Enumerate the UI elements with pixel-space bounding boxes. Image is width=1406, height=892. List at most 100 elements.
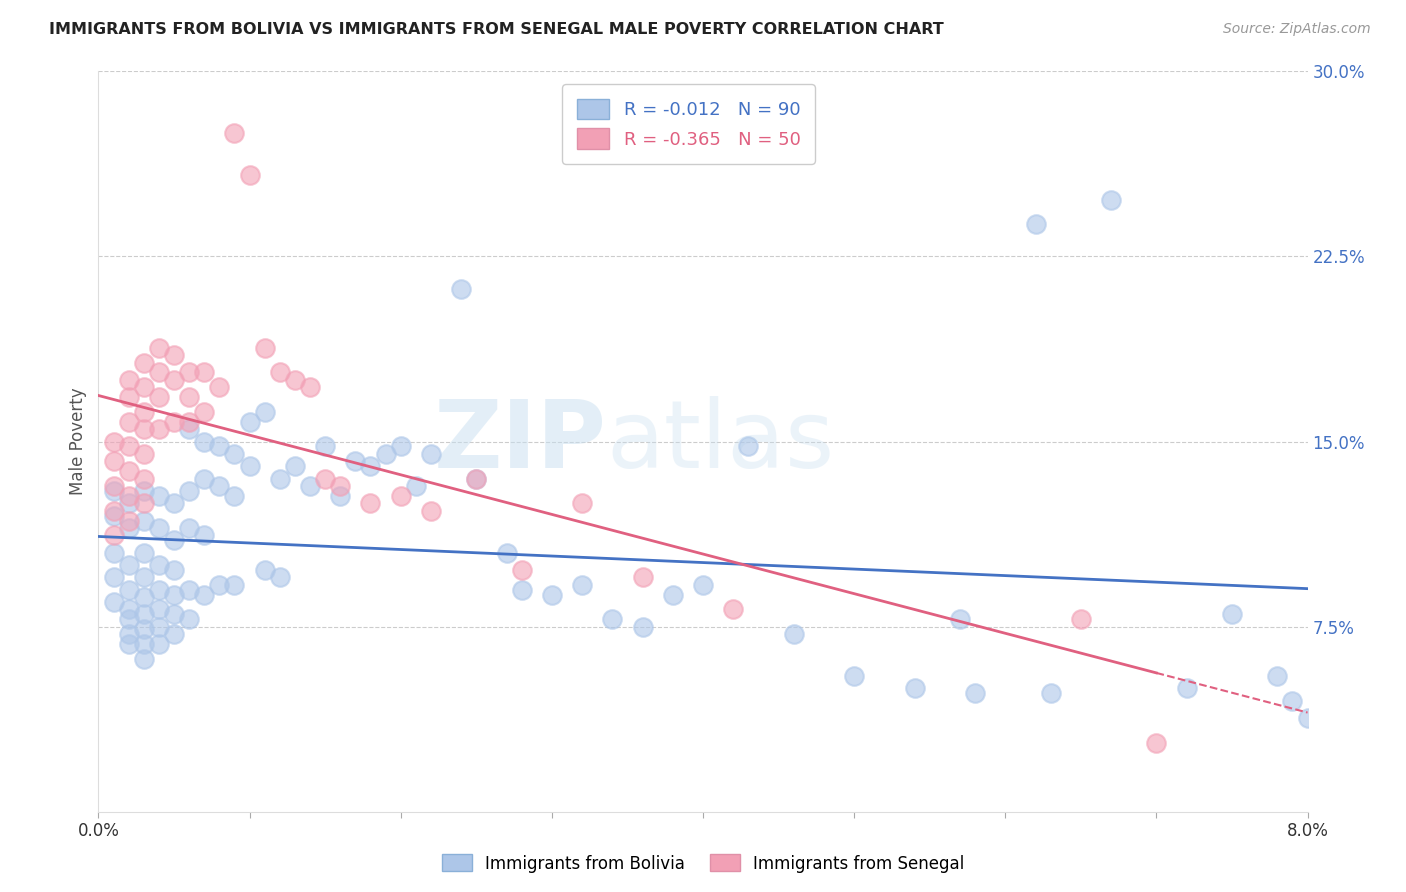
Point xyxy=(904,681,927,696)
Point xyxy=(405,479,427,493)
Point xyxy=(360,496,382,510)
Point xyxy=(118,612,141,626)
Point xyxy=(179,415,201,429)
Point xyxy=(965,686,987,700)
Point xyxy=(420,503,443,517)
Point xyxy=(148,366,170,380)
Point xyxy=(148,341,170,355)
Point xyxy=(844,669,866,683)
Point xyxy=(374,447,396,461)
Point xyxy=(103,508,125,523)
Point xyxy=(1281,694,1303,708)
Point xyxy=(118,373,141,387)
Point xyxy=(465,471,488,485)
Point xyxy=(299,380,322,394)
Point xyxy=(118,637,141,651)
Point xyxy=(118,521,141,535)
Point xyxy=(103,546,125,560)
Point xyxy=(193,528,215,542)
Point xyxy=(103,570,125,584)
Point xyxy=(118,558,141,572)
Point xyxy=(1296,711,1319,725)
Point xyxy=(103,434,125,449)
Point xyxy=(510,582,533,597)
Point xyxy=(163,588,186,602)
Point xyxy=(118,390,141,404)
Point xyxy=(179,366,201,380)
Point xyxy=(465,471,488,485)
Point xyxy=(1099,193,1122,207)
Point xyxy=(179,582,201,597)
Point xyxy=(118,582,141,597)
Point xyxy=(163,607,186,622)
Point xyxy=(224,577,246,591)
Point xyxy=(284,459,307,474)
Point xyxy=(132,447,155,461)
Point xyxy=(269,366,291,380)
Point xyxy=(118,514,141,528)
Point xyxy=(208,440,231,454)
Point xyxy=(179,390,201,404)
Point xyxy=(132,422,155,436)
Point xyxy=(631,570,654,584)
Point xyxy=(103,528,125,542)
Point xyxy=(132,651,155,665)
Point xyxy=(132,546,155,560)
Point xyxy=(103,479,125,493)
Point xyxy=(103,503,125,517)
Point xyxy=(239,415,262,429)
Point xyxy=(783,627,806,641)
Point xyxy=(163,348,186,362)
Point xyxy=(193,405,215,419)
Point xyxy=(692,577,714,591)
Point xyxy=(132,483,155,498)
Point xyxy=(179,612,201,626)
Point xyxy=(389,489,412,503)
Point xyxy=(132,622,155,636)
Text: Source: ZipAtlas.com: Source: ZipAtlas.com xyxy=(1223,22,1371,37)
Point xyxy=(132,607,155,622)
Legend: Immigrants from Bolivia, Immigrants from Senegal: Immigrants from Bolivia, Immigrants from… xyxy=(434,847,972,880)
Point xyxy=(344,454,367,468)
Point xyxy=(118,415,141,429)
Point xyxy=(118,440,141,454)
Point xyxy=(571,496,593,510)
Point xyxy=(118,464,141,478)
Point xyxy=(495,546,517,560)
Point xyxy=(132,380,155,394)
Point xyxy=(148,602,170,616)
Point xyxy=(148,521,170,535)
Point xyxy=(103,595,125,609)
Point xyxy=(329,489,352,503)
Point xyxy=(1025,218,1047,232)
Point xyxy=(1070,612,1092,626)
Point xyxy=(118,489,141,503)
Point xyxy=(118,627,141,641)
Point xyxy=(132,355,155,369)
Point xyxy=(420,447,443,461)
Point xyxy=(132,590,155,604)
Point xyxy=(163,415,186,429)
Point xyxy=(224,489,246,503)
Point xyxy=(737,440,759,454)
Point xyxy=(1146,736,1168,750)
Point xyxy=(179,521,201,535)
Point xyxy=(723,602,745,616)
Point xyxy=(103,483,125,498)
Point xyxy=(224,126,246,140)
Point xyxy=(450,281,472,295)
Point xyxy=(208,479,231,493)
Point xyxy=(239,459,262,474)
Point xyxy=(949,612,972,626)
Point xyxy=(179,483,201,498)
Point xyxy=(208,380,231,394)
Point xyxy=(314,440,336,454)
Point xyxy=(360,459,382,474)
Point xyxy=(253,563,276,577)
Point xyxy=(661,588,683,602)
Point xyxy=(132,405,155,419)
Text: IMMIGRANTS FROM BOLIVIA VS IMMIGRANTS FROM SENEGAL MALE POVERTY CORRELATION CHAR: IMMIGRANTS FROM BOLIVIA VS IMMIGRANTS FR… xyxy=(49,22,943,37)
Point xyxy=(193,471,215,485)
Point xyxy=(1039,686,1062,700)
Point xyxy=(118,496,141,510)
